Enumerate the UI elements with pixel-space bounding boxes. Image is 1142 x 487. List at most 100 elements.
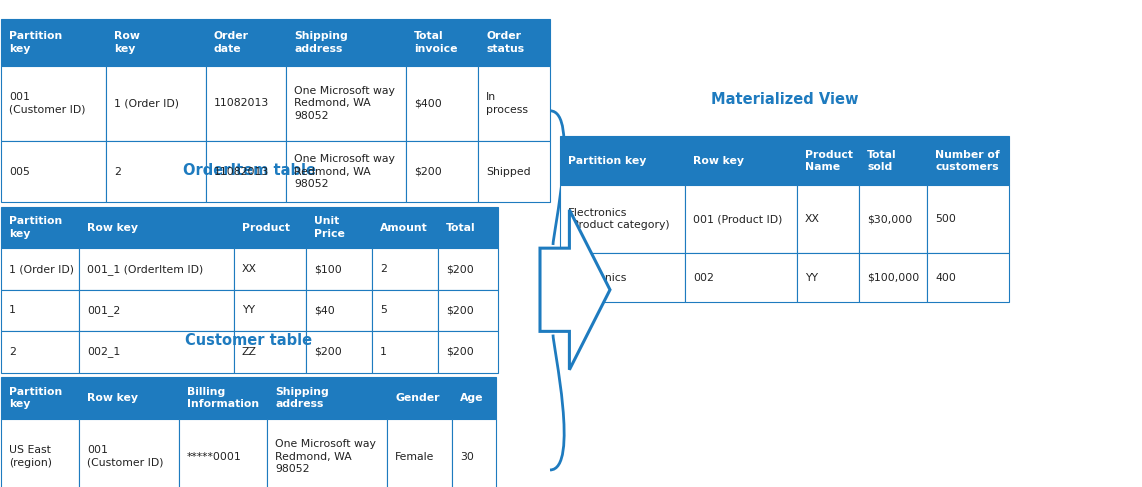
Text: *****0001: *****0001 [187,451,242,462]
Text: $400: $400 [415,98,442,109]
Bar [79,331,234,373]
Text: 005: 005 [9,167,30,177]
Bar [106,141,206,202]
Text: Partition key: Partition key [568,156,646,166]
Text: 001_1 (OrderItem ID): 001_1 (OrderItem ID) [87,263,203,275]
Bar [797,185,859,253]
Text: $200: $200 [447,347,474,357]
Bar [106,19,206,66]
Bar [79,290,234,331]
Bar [306,331,372,373]
Bar [234,331,306,373]
Text: 2: 2 [9,347,16,357]
Bar [859,253,927,302]
Text: Shipping
address: Shipping address [275,387,329,409]
Text: 30: 30 [460,451,474,462]
Text: Product
Name: Product Name [805,150,853,172]
Bar [560,136,685,185]
Bar [306,248,372,290]
Bar [439,248,498,290]
Bar [79,248,234,290]
Bar [407,141,478,202]
Text: 11082013: 11082013 [214,98,270,109]
Text: US East
(region): US East (region) [9,446,53,468]
Text: Product: Product [242,223,290,233]
Text: Row key: Row key [693,156,743,166]
Bar [478,19,550,66]
Bar [1,66,106,141]
Text: 1 (Order ID): 1 (Order ID) [114,98,179,109]
Bar [387,377,452,419]
Text: Partition
key: Partition key [9,387,63,409]
Text: YY: YY [242,305,255,316]
Bar [407,19,478,66]
Text: XX: XX [805,214,820,224]
Text: 002: 002 [693,273,714,282]
Text: Number of
customers: Number of customers [935,150,999,172]
Text: $100: $100 [314,264,341,274]
Bar [267,377,387,419]
Bar [1,290,79,331]
Text: One Microsoft way
Redmond, WA
98052: One Microsoft way Redmond, WA 98052 [275,439,376,474]
PathPatch shape [540,210,610,370]
Text: 2: 2 [380,264,387,274]
Text: 1 (Order ID): 1 (Order ID) [9,264,74,274]
Text: In
process: In process [486,93,528,114]
Text: 1: 1 [380,347,387,357]
Text: $40: $40 [314,305,335,316]
Bar [560,185,685,253]
Text: Electronics: Electronics [568,273,627,282]
Bar [407,66,478,141]
Bar [685,253,797,302]
Bar [106,66,206,141]
Bar [478,141,550,202]
Bar [560,253,685,302]
Text: ZZ: ZZ [242,347,257,357]
Bar [79,377,179,419]
Bar [685,185,797,253]
Text: 001
(Customer ID): 001 (Customer ID) [87,446,163,468]
Bar [372,248,439,290]
Text: Total: Total [447,223,475,233]
Text: Female: Female [395,451,434,462]
Text: Total
sold: Total sold [867,150,896,172]
Text: Total
invoice: Total invoice [415,32,458,54]
Text: $200: $200 [447,305,474,316]
Bar [372,331,439,373]
Text: Row key: Row key [87,223,138,233]
Text: Electronics
(Product category): Electronics (Product category) [568,208,669,230]
Bar [452,377,496,419]
Text: Row
key: Row key [114,32,139,54]
Text: 001 (Product ID): 001 (Product ID) [693,214,782,224]
Text: $100,000: $100,000 [867,273,919,282]
Text: OrderItem table: OrderItem table [183,163,316,178]
Bar [927,136,1010,185]
Text: One Microsoft way
Redmond, WA
98052: One Microsoft way Redmond, WA 98052 [293,86,395,121]
Text: Customer table: Customer table [185,333,312,348]
Text: Age: Age [460,393,483,403]
Bar [797,253,859,302]
Bar [372,290,439,331]
Bar [859,136,927,185]
Bar [286,19,407,66]
Text: Order
status: Order status [486,32,524,54]
Bar [234,248,306,290]
Bar [685,136,797,185]
Text: 500: 500 [935,214,956,224]
Bar [859,185,927,253]
Bar [206,19,286,66]
Bar [1,331,79,373]
Bar [79,419,179,487]
Text: 001_2: 001_2 [87,305,120,316]
Bar [234,207,306,248]
Text: 1: 1 [9,305,16,316]
Bar [797,136,859,185]
Text: $30,000: $30,000 [867,214,912,224]
Bar [206,66,286,141]
Text: Order
date: Order date [214,32,249,54]
Bar [286,141,407,202]
Bar [1,248,79,290]
Bar [452,419,496,487]
Text: $200: $200 [447,264,474,274]
Bar [179,419,267,487]
